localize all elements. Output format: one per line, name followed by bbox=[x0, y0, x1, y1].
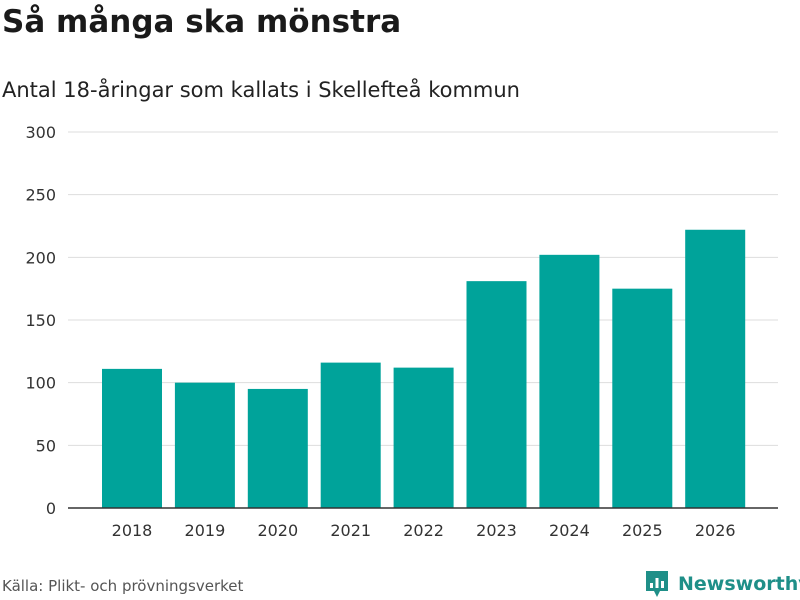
newsworthy-logo-icon bbox=[646, 571, 668, 597]
y-tick-label: 300 bbox=[25, 123, 56, 142]
y-tick-label: 200 bbox=[25, 248, 56, 267]
bar bbox=[539, 254, 600, 508]
bar bbox=[174, 382, 235, 508]
x-tick-label: 2018 bbox=[112, 521, 153, 540]
y-tick-label: 250 bbox=[25, 186, 56, 205]
bar bbox=[393, 367, 454, 508]
x-tick-label: 2023 bbox=[476, 521, 517, 540]
bar bbox=[247, 388, 308, 508]
x-tick-label: 2026 bbox=[695, 521, 736, 540]
x-tick-label: 2019 bbox=[185, 521, 226, 540]
x-tick-label: 2025 bbox=[622, 521, 663, 540]
y-tick-label: 100 bbox=[25, 374, 56, 393]
y-axis-ticks: 0 50 100 150 200 250 300 bbox=[25, 123, 56, 518]
source-note: Källa: Plikt- och prövningsverket bbox=[2, 577, 244, 595]
x-tick-label: 2024 bbox=[549, 521, 590, 540]
bar bbox=[685, 229, 746, 508]
chart-subtitle: Antal 18-åringar som kallats i Skellefte… bbox=[2, 78, 520, 102]
y-tick-label: 150 bbox=[25, 311, 56, 330]
bars bbox=[102, 229, 746, 508]
x-axis-ticks: 2018 2019 2020 2021 2022 2023 2024 2025 2026 bbox=[112, 521, 736, 540]
y-tick-label: 50 bbox=[36, 436, 56, 455]
bar bbox=[612, 288, 673, 508]
chart-title: Så många ska mönstra bbox=[2, 4, 402, 40]
bar bbox=[320, 362, 381, 508]
bar bbox=[466, 281, 527, 508]
x-tick-label: 2021 bbox=[330, 521, 371, 540]
x-tick-label: 2020 bbox=[257, 521, 298, 540]
y-tick-label: 0 bbox=[46, 499, 56, 518]
brand-logo[interactable]: Newsworthy bbox=[644, 569, 800, 599]
x-tick-label: 2022 bbox=[403, 521, 444, 540]
brand-name: Newsworthy bbox=[678, 573, 800, 595]
bar bbox=[102, 368, 162, 508]
